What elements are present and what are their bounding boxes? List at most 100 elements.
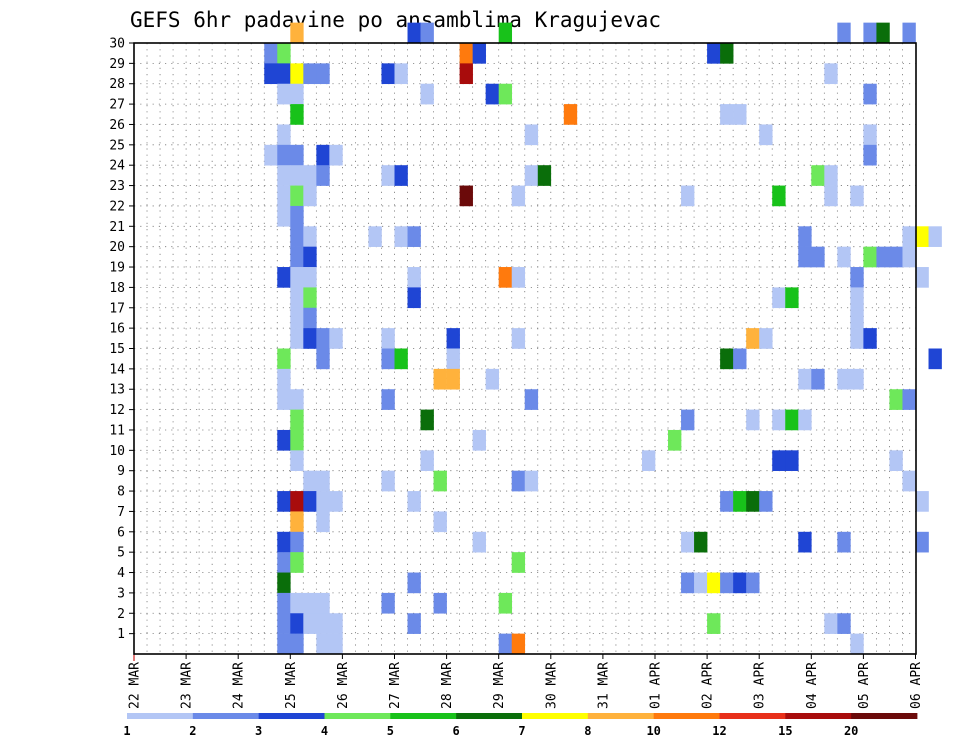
precip-cell	[902, 226, 916, 247]
colorbar-label: 2	[189, 724, 196, 738]
precip-cell	[707, 572, 721, 594]
precip-cell	[329, 328, 343, 349]
precip-cell	[303, 185, 317, 207]
y-tick-label: 25	[109, 138, 125, 153]
precip-cell	[394, 348, 408, 370]
precip-cell	[433, 511, 447, 533]
precip-cell	[277, 389, 291, 410]
precip-cell	[277, 144, 291, 166]
x-tick-label: 03 APR	[753, 662, 768, 709]
y-tick-label: 2	[117, 607, 125, 622]
y-tick-label: 24	[109, 159, 125, 174]
y-tick-label: 26	[109, 118, 125, 133]
precip-cell	[407, 572, 421, 594]
precip-cell	[303, 267, 317, 288]
precip-cell	[785, 409, 799, 431]
precip-cell	[511, 633, 526, 655]
precip-cell	[303, 165, 317, 186]
precip-cell	[798, 226, 812, 247]
precip-cell	[381, 470, 395, 492]
precip-cell	[446, 348, 460, 370]
precip-cell	[277, 613, 291, 634]
precip-cell	[720, 43, 734, 64]
y-tick-label: 30	[109, 37, 125, 52]
x-tick-label: 23 MAR	[180, 662, 195, 709]
colorbar-segment	[719, 713, 786, 719]
precip-cell	[290, 165, 304, 186]
colorbar-label: 7	[518, 724, 525, 738]
precip-cell	[277, 63, 291, 85]
precip-cell	[850, 328, 864, 349]
colorbar-segment	[587, 713, 655, 719]
precip-cell	[837, 368, 851, 390]
precip-cell	[394, 63, 408, 85]
y-tick-label: 7	[117, 505, 125, 520]
colorbar-segment	[653, 713, 720, 719]
precip-cell	[316, 592, 330, 614]
precip-cell	[446, 368, 460, 390]
y-tick-label: 27	[109, 98, 125, 113]
colorbar-label: 12	[712, 724, 726, 738]
precip-cell	[889, 450, 903, 471]
precip-cell	[407, 267, 421, 288]
precip-cell	[277, 267, 291, 288]
precip-cell	[264, 43, 278, 64]
y-tick-label: 5	[117, 546, 125, 561]
precip-cell	[303, 592, 317, 614]
precip-cell	[472, 429, 486, 451]
precip-cell	[277, 348, 291, 370]
precip-cell	[290, 409, 304, 431]
precip-cell	[433, 592, 447, 614]
y-tick-label: 16	[109, 322, 125, 337]
precip-cell	[681, 572, 695, 594]
precip-cell	[902, 22, 916, 44]
precip-cell	[524, 389, 539, 410]
precip-cell	[850, 287, 864, 309]
colorbar-segment	[324, 713, 391, 719]
precip-cell	[290, 287, 304, 309]
precip-cell	[902, 389, 916, 410]
precip-cell	[759, 124, 773, 146]
precip-cell	[720, 104, 734, 125]
colorbar-label: 10	[646, 724, 660, 738]
precip-cell	[277, 633, 291, 655]
precip-cell	[863, 22, 877, 44]
precip-cell	[681, 185, 695, 207]
precip-cell	[264, 144, 278, 166]
precip-cell	[381, 592, 395, 614]
precip-cell	[316, 491, 330, 512]
precip-cell	[746, 572, 760, 594]
precip-cell	[407, 22, 421, 44]
precip-cell	[694, 531, 708, 553]
y-tick-label: 3	[117, 586, 125, 601]
precip-cell	[277, 552, 291, 573]
precip-cell	[329, 144, 343, 166]
precip-cell	[798, 409, 812, 431]
precip-cell	[264, 63, 278, 85]
precip-cell	[290, 205, 304, 227]
precip-cell	[889, 389, 903, 410]
precip-cell	[524, 165, 539, 186]
precip-cell	[498, 22, 513, 44]
y-tick-label: 15	[109, 342, 125, 357]
precip-cell	[290, 491, 304, 512]
precip-cell	[277, 165, 291, 186]
precip-cell	[316, 328, 330, 349]
precip-cell	[290, 185, 304, 207]
precip-cell	[928, 226, 942, 247]
precip-cell	[316, 165, 330, 186]
precip-cell	[303, 226, 317, 247]
precip-cell	[394, 165, 408, 186]
precip-cell	[290, 429, 304, 451]
precip-cell	[381, 389, 395, 410]
x-tick-label: 01 APR	[649, 662, 664, 709]
precip-cell	[381, 63, 395, 85]
precip-cell	[290, 633, 304, 655]
x-tick-label: 22 MAR	[128, 662, 143, 709]
precip-cell	[290, 83, 304, 105]
precip-cell	[472, 531, 486, 553]
precip-cell	[407, 613, 421, 634]
y-tick-label: 13	[109, 383, 125, 398]
y-tick-label: 11	[109, 423, 125, 438]
